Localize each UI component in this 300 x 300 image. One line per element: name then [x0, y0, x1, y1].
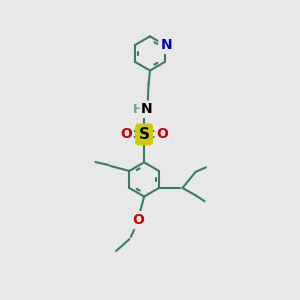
Text: O: O — [156, 128, 168, 141]
Text: N: N — [141, 102, 153, 116]
Text: S: S — [139, 127, 150, 142]
Text: N: N — [160, 38, 172, 52]
Text: O: O — [120, 128, 132, 141]
Text: H: H — [132, 103, 143, 116]
Text: O: O — [132, 213, 144, 227]
